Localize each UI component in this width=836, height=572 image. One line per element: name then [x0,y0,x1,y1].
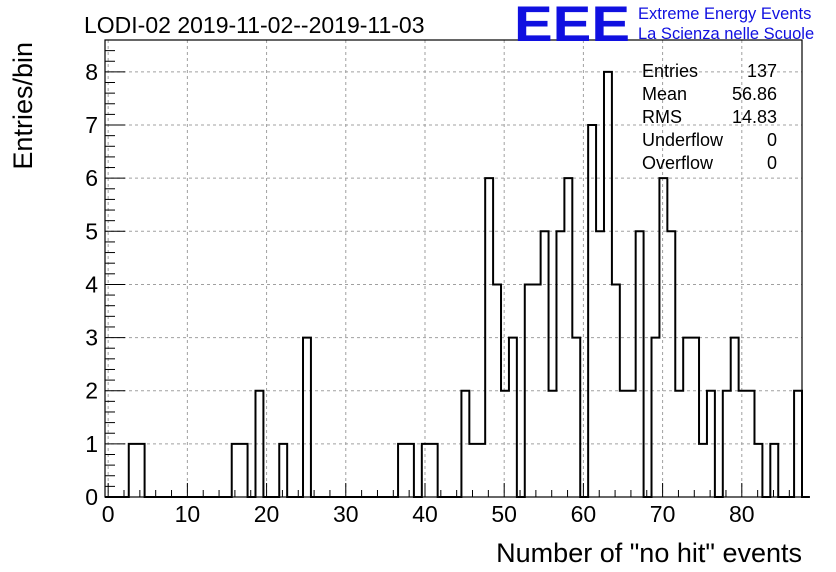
logo-letters: EEE [514,0,630,52]
stat-label-mean: Mean [642,84,687,104]
x-tick-label: 20 [254,501,280,527]
y-tick-label: 3 [85,325,98,351]
y-tick-label: 1 [85,431,98,457]
stat-label-entries: Entries [642,61,698,81]
stat-value-overflow: 0 [767,153,777,173]
y-tick-label: 0 [85,484,98,510]
stat-label-underflow: Underflow [642,130,724,150]
logo-line-1: Extreme Energy Events [638,5,811,23]
x-tick-label: 50 [491,501,517,527]
y-tick-label: 2 [85,378,98,404]
stat-value-rms: 14.83 [732,107,777,127]
y-tick-label: 4 [85,271,98,297]
y-tick-label: 5 [85,218,98,244]
stat-label-rms: RMS [642,107,682,127]
x-tick-label: 80 [729,501,755,527]
plot-frame [104,39,803,498]
stat-value-entries: 137 [747,61,777,81]
y-tick-label: 7 [85,112,98,138]
x-axis-title: Number of "no hit" events [496,538,802,568]
stat-value-mean: 56.86 [732,84,777,104]
x-tick-label: 0 [102,501,115,527]
y-axis-title: Entries/bin [8,42,38,170]
stat-label-overflow: Overflow [642,153,714,173]
y-tick-label: 6 [85,165,98,191]
x-tick-label: 70 [650,501,676,527]
x-tick-label: 30 [333,501,359,527]
x-tick-label: 60 [571,501,597,527]
eee-logo: EEE Extreme Energy Events La Scienza nel… [514,0,814,52]
logo-line-2: La Scienza nelle Scuole [638,25,814,43]
y-tick-label: 8 [85,59,98,85]
x-tick-label: 40 [412,501,438,527]
stat-value-underflow: 0 [767,130,777,150]
axis-ticks [105,39,790,498]
x-tick-label: 10 [175,501,201,527]
stats-box: Entries 137 Mean 56.86 RMS 14.83 Underfl… [642,61,777,173]
chart-title: LODI-02 2019-11-02--2019-11-03 [84,12,425,38]
tick-labels: 0 10 20 30 40 50 60 70 80 0 1 2 3 4 5 6 7 8 [85,59,754,527]
histogram-outline [105,70,810,498]
grid-lines [105,40,802,497]
histogram-bars [105,70,810,498]
